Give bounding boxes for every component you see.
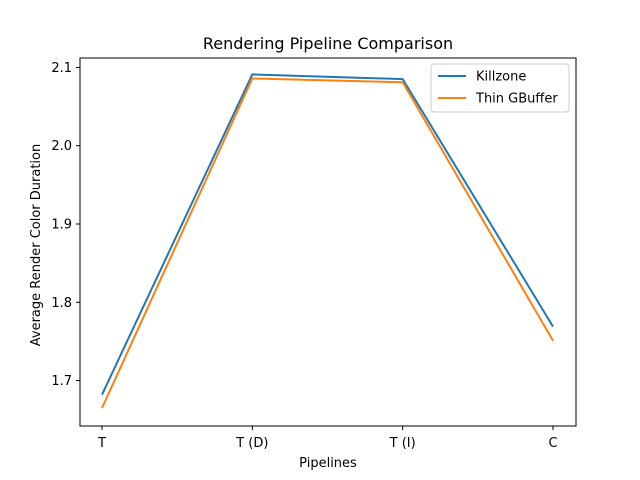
y-tick-label: 2.1 xyxy=(51,61,72,76)
x-tick-label: C xyxy=(548,436,557,451)
y-axis-label: Average Render Color Duration xyxy=(29,144,44,346)
y-tick-label: 1.9 xyxy=(51,217,72,232)
y-tick-label: 2.0 xyxy=(51,139,72,154)
legend: Killzone Thin GBuffer xyxy=(430,63,570,113)
axes-frame xyxy=(79,57,577,427)
x-axis-label: Pipelines xyxy=(299,456,357,471)
x-tick-label: T (I) xyxy=(389,436,416,451)
x-tick-label: T xyxy=(97,436,106,451)
series-line-1 xyxy=(101,77,554,409)
x-tick-label: T (D) xyxy=(235,436,268,451)
legend-label: Killzone xyxy=(476,70,526,85)
y-tick-label: 1.8 xyxy=(51,296,72,311)
chart-title: Rendering Pipeline Comparison xyxy=(203,34,453,53)
legend-label: Thin GBuffer xyxy=(475,92,558,107)
plot-area: 1.7 1.8 1.9 2.0 2.1 T T (D) T (I) C xyxy=(51,57,577,451)
series-line-0 xyxy=(101,73,554,396)
y-tick-label: 1.7 xyxy=(51,374,72,389)
